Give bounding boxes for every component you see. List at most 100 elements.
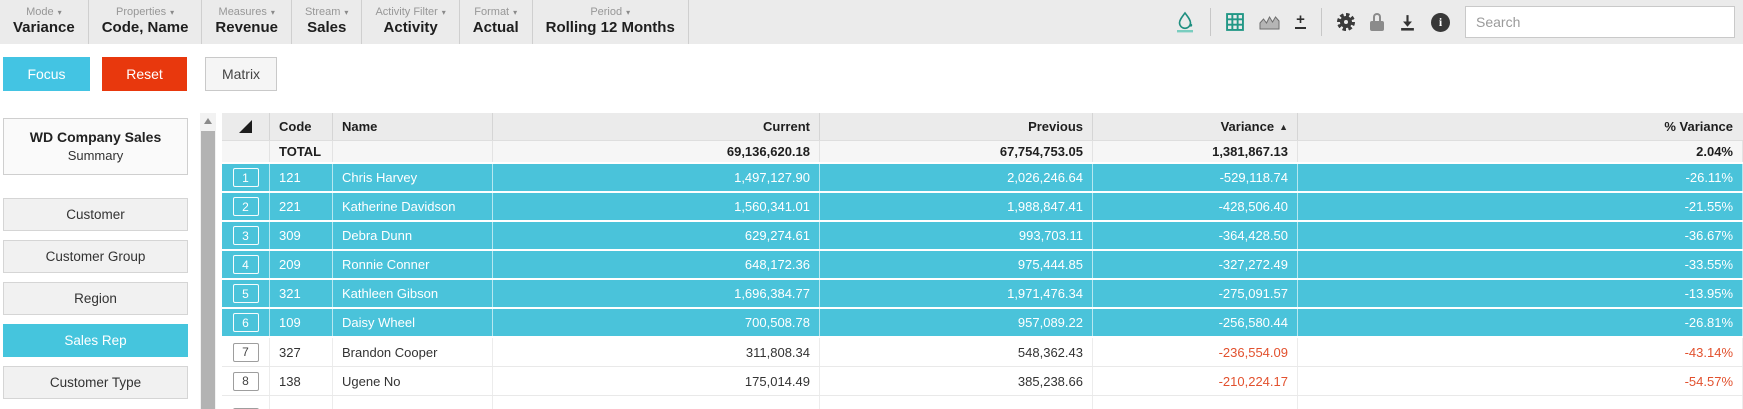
report-title: WD Company Sales bbox=[8, 127, 183, 147]
cell-code: 221 bbox=[270, 193, 333, 220]
sidebar-item[interactable]: Customer Group bbox=[3, 240, 188, 273]
chevron-down-icon: ▾ bbox=[344, 8, 348, 18]
header-previous[interactable]: Previous bbox=[820, 113, 1093, 140]
filter-label-row: Properties▾ bbox=[116, 6, 174, 19]
header-name[interactable]: Name bbox=[333, 113, 493, 140]
cell-code: 138 bbox=[270, 367, 333, 395]
total-current: 69,136,620.18 bbox=[493, 141, 820, 162]
cell-variance: -327,272.49 bbox=[1093, 251, 1298, 278]
cell-pct-variance: -26.81% bbox=[1298, 309, 1743, 336]
sidebar-item-label: Customer Group bbox=[46, 249, 146, 264]
app-window: Mode▾ Variance Properties▾ Code, Name Me… bbox=[0, 0, 1743, 409]
sidebar-item[interactable]: Customer bbox=[3, 198, 188, 231]
table-row[interactable]: 6 109 Daisy Wheel 700,508.78 957,089.22 … bbox=[222, 309, 1743, 338]
cell-variance: -210,224.17 bbox=[1093, 367, 1298, 395]
top-toolbar: Mode▾ Variance Properties▾ Code, Name Me… bbox=[0, 0, 1743, 44]
filter-dropdown[interactable]: Stream▾ Sales bbox=[292, 0, 362, 44]
filter-dropdown[interactable]: Format▾ Actual bbox=[460, 0, 533, 44]
table-row[interactable]: 3 309 Debra Dunn 629,274.61 993,703.11 -… bbox=[222, 222, 1743, 251]
chevron-down-icon: ▾ bbox=[442, 8, 446, 18]
header-code[interactable]: Code bbox=[270, 113, 333, 140]
cell-pct-variance: -21.55% bbox=[1298, 193, 1743, 220]
cell-code: 309 bbox=[270, 222, 333, 249]
tab-matrix[interactable]: Matrix bbox=[205, 57, 277, 91]
download-icon[interactable] bbox=[1399, 14, 1416, 31]
vertical-scrollbar[interactable] bbox=[200, 113, 216, 409]
table-row[interactable]: 4 209 Ronnie Conner 648,172.36 975,444.8… bbox=[222, 251, 1743, 280]
filter-label: Mode bbox=[26, 6, 54, 19]
filter-label-row: Mode▾ bbox=[26, 6, 62, 19]
area-chart-icon[interactable] bbox=[1259, 14, 1280, 30]
filter-label-row: Measures▾ bbox=[219, 6, 275, 19]
focus-button[interactable]: Focus bbox=[3, 57, 90, 91]
filter-dropdown[interactable]: Activity Filter▾ Activity bbox=[362, 0, 459, 44]
search-input[interactable] bbox=[1465, 6, 1735, 38]
header-current[interactable]: Current bbox=[493, 113, 820, 140]
total-pct-variance: 2.04% bbox=[1298, 141, 1743, 162]
cell-current: 1,696,384.77 bbox=[493, 280, 820, 307]
sidebar-items: Customer Customer Group Region Sales Rep… bbox=[3, 198, 188, 399]
cell-variance: -236,554.09 bbox=[1093, 338, 1298, 366]
filter-label: Measures bbox=[219, 6, 267, 19]
toolbar-divider bbox=[1321, 8, 1322, 36]
chevron-down-icon: ▾ bbox=[170, 8, 174, 18]
scroll-up-button[interactable] bbox=[200, 113, 216, 129]
toolbar-actions: + i bbox=[1175, 6, 1743, 38]
filter-dropdown[interactable]: Properties▾ Code, Name bbox=[89, 0, 203, 44]
filter-label: Activity Filter bbox=[375, 6, 437, 19]
table-row-partial[interactable] bbox=[222, 396, 1743, 409]
sidebar-item[interactable]: Sales Rep bbox=[3, 324, 188, 357]
filter-value: Actual bbox=[473, 19, 519, 38]
settings-gear-icon[interactable] bbox=[1337, 13, 1355, 31]
header-expander-cell[interactable] bbox=[222, 113, 270, 140]
cell-name: Debra Dunn bbox=[333, 222, 493, 249]
fill-color-icon[interactable] bbox=[1175, 11, 1195, 33]
sort-ascending-icon: ▲ bbox=[1279, 122, 1288, 132]
cell-current: 648,172.36 bbox=[493, 251, 820, 278]
table-grid-icon[interactable] bbox=[1226, 13, 1244, 31]
sidebar-item-label: Sales Rep bbox=[64, 333, 126, 348]
cell-name: Ronnie Conner bbox=[333, 251, 493, 278]
cell-variance: -256,580.44 bbox=[1093, 309, 1298, 336]
plus-minus-icon[interactable]: + bbox=[1295, 15, 1306, 30]
cell-pct-variance: -43.14% bbox=[1298, 338, 1743, 366]
header-variance[interactable]: Variance▲ bbox=[1093, 113, 1298, 140]
table-row[interactable]: 5 321 Kathleen Gibson 1,696,384.77 1,971… bbox=[222, 280, 1743, 309]
table-row[interactable]: 2 221 Katherine Davidson 1,560,341.01 1,… bbox=[222, 193, 1743, 222]
filter-label: Period bbox=[590, 6, 622, 19]
cell-name: Brandon Cooper bbox=[333, 338, 493, 366]
table-row[interactable]: 1 121 Chris Harvey 1,497,127.90 2,026,24… bbox=[222, 164, 1743, 193]
filter-value: Rolling 12 Months bbox=[546, 19, 675, 38]
filter-dropdown[interactable]: Period ▾ Rolling 12 Months bbox=[533, 0, 689, 44]
expand-triangle-icon bbox=[239, 120, 252, 133]
sidebar-item[interactable]: Region bbox=[3, 282, 188, 315]
cell-code: 209 bbox=[270, 251, 333, 278]
header-pct-variance[interactable]: % Variance bbox=[1298, 113, 1743, 140]
sidebar: WD Company Sales Summary Customer Custom… bbox=[3, 118, 188, 408]
filter-dropdown[interactable]: Mode▾ Variance bbox=[0, 0, 89, 44]
table-body: 1 121 Chris Harvey 1,497,127.90 2,026,24… bbox=[222, 164, 1743, 396]
table-row[interactable]: 8 138 Ugene No 175,014.49 385,238.66 -21… bbox=[222, 367, 1743, 396]
cell-name: Kathleen Gibson bbox=[333, 280, 493, 307]
sidebar-item[interactable]: Customer Type bbox=[3, 366, 188, 399]
cell-name: Daisy Wheel bbox=[333, 309, 493, 336]
cell-pct-variance: -13.95% bbox=[1298, 280, 1743, 307]
info-icon[interactable]: i bbox=[1431, 13, 1450, 32]
table-header-row: Code Name Current Previous Variance▲ % V… bbox=[222, 113, 1743, 141]
filter-value: Revenue bbox=[215, 19, 278, 38]
filter-value: Sales bbox=[307, 19, 346, 38]
filter-dropdown[interactable]: Measures▾ Revenue bbox=[202, 0, 292, 44]
cell-code: 109 bbox=[270, 309, 333, 336]
row-number-box: 7 bbox=[233, 343, 259, 362]
cell-pct-variance: -33.55% bbox=[1298, 251, 1743, 278]
chevron-down-icon: ▾ bbox=[626, 8, 630, 18]
matrix-table: Code Name Current Previous Variance▲ % V… bbox=[222, 113, 1743, 409]
reset-button[interactable]: Reset bbox=[102, 57, 187, 91]
table-row[interactable]: 7 327 Brandon Cooper 311,808.34 548,362.… bbox=[222, 338, 1743, 367]
scrollbar-thumb[interactable] bbox=[201, 131, 215, 409]
filter-value: Code, Name bbox=[102, 19, 189, 38]
cell-name: Chris Harvey bbox=[333, 164, 493, 191]
toolbar-divider bbox=[1210, 8, 1211, 36]
cell-previous: 2,026,246.64 bbox=[820, 164, 1093, 191]
lock-icon[interactable] bbox=[1370, 13, 1384, 31]
